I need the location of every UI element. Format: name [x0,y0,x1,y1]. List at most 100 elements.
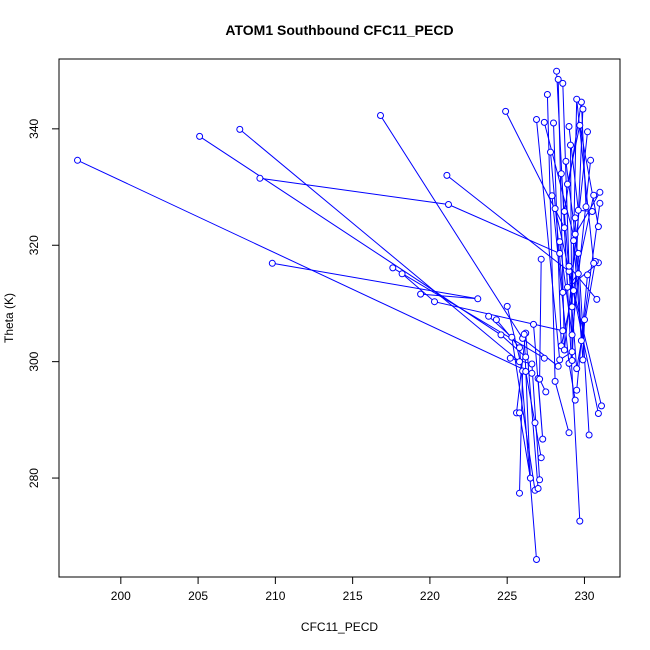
data-point-10-0 [492,316,500,324]
data-point-38-1 [577,337,585,345]
data-point-37-0 [570,237,578,245]
data-point-25-1 [570,287,578,295]
x-axis: 200 205 210 215 220 225 230 [111,576,595,603]
data-point-1-0 [196,132,204,140]
data-point-39-1 [584,271,591,279]
x-tick-label-220: 220 [420,589,440,603]
data-point-18-0 [533,116,540,123]
data-point-22-0 [547,148,554,156]
data-point-34-2 [588,208,596,215]
data-point-19-1 [536,375,544,383]
data-point-5-0 [377,112,384,119]
data-point-33-1 [576,121,584,129]
data-point-9-0 [485,312,493,320]
data-point-39-0 [573,386,581,394]
data-point-31-2 [582,203,590,211]
data-point-3-1 [445,201,452,208]
data-point-11-1 [560,224,568,232]
data-point-1-1 [497,331,505,339]
y-axis: 280 300 320 340 [27,119,60,488]
data-point-25-2 [598,402,605,410]
data-point-28-0 [556,238,564,246]
data-point-9-1 [508,333,516,341]
x-tick-label-225: 225 [497,589,517,603]
data-point-26-2 [574,270,582,278]
data-point-8-2 [594,410,602,417]
data-point-11-0 [502,107,510,115]
marker-layer [74,67,605,563]
y-tick-label-340: 340 [27,119,41,139]
data-point-13-1 [528,360,536,368]
chart-title: ATOM1 Southbound CFC11_PECD [225,22,453,38]
data-point-19-0 [537,255,545,263]
series-line-6 [392,267,545,359]
data-point-7-1 [431,298,438,306]
data-point-15-0 [520,330,528,338]
data-point-1-2 [522,353,530,361]
data-point-0-1 [528,369,536,377]
data-point-28-2 [587,156,595,164]
data-point-37-2 [581,316,588,324]
data-point-26-1 [564,283,571,291]
data-point-12-0 [503,302,511,310]
data-point-2-0 [236,125,244,133]
data-point-27-1 [560,346,568,354]
data-point-36-2 [590,259,598,267]
data-point-38-2 [596,199,604,207]
data-point-10-1 [516,344,523,352]
data-point-35-2 [579,105,587,113]
x-tick-label-230: 230 [574,589,594,603]
data-point-32-1 [571,230,579,238]
x-tick-label-205: 205 [188,589,208,603]
data-point-10-2 [533,556,540,563]
data-point-36-1 [573,95,581,103]
data-point-6-1 [540,354,548,362]
data-point-30-2 [593,295,601,303]
data-point-36-0 [568,303,576,311]
data-point-32-0 [562,157,570,165]
data-point-31-0 [560,208,568,215]
data-point-17-0 [530,320,537,328]
data-point-18-2 [568,348,576,356]
data-point-13-0 [506,354,514,362]
data-point-16-0 [522,368,530,375]
data-point-20-0 [540,118,548,126]
data-point-8-0 [443,171,451,179]
data-point-33-0 [564,180,571,188]
data-point-21-0 [543,91,551,98]
data-point-3-2 [556,249,564,257]
data-point-27-2 [584,128,591,136]
data-point-4-0 [268,259,276,267]
data-point-24-2 [590,191,598,199]
data-point-30-0 [559,79,567,87]
x-axis-label: CFC11_PECD [301,620,378,634]
data-point-25-0 [551,205,559,213]
data-point-19-2 [542,388,550,396]
data-point-24-0 [550,119,557,127]
data-point-0-0 [74,156,81,164]
data-point-2-1 [516,358,523,366]
y-axis-label: Theta (K) [2,293,16,343]
data-point-32-2 [596,188,604,196]
data-point-18-1 [556,356,564,364]
data-point-29-0 [557,170,565,178]
data-point-5-2 [554,362,562,370]
data-point-4-1 [474,295,482,303]
data-point-14-2 [534,485,542,492]
series-line-0 [77,159,533,374]
y-tick-label-320: 320 [27,235,41,255]
data-point-21-2 [565,429,573,437]
x-tick-label-215: 215 [343,589,363,603]
data-point-7-0 [398,270,406,278]
data-point-21-1 [551,377,559,385]
data-point-17-1 [539,435,547,443]
data-point-35-0 [567,141,574,149]
y-tick-label-280: 280 [27,468,41,488]
data-point-7-2 [559,327,567,335]
data-point-15-2 [516,409,523,417]
y-tick-label-300: 300 [27,351,41,371]
data-point-20-1 [574,249,582,257]
data-point-22-1 [559,288,567,296]
